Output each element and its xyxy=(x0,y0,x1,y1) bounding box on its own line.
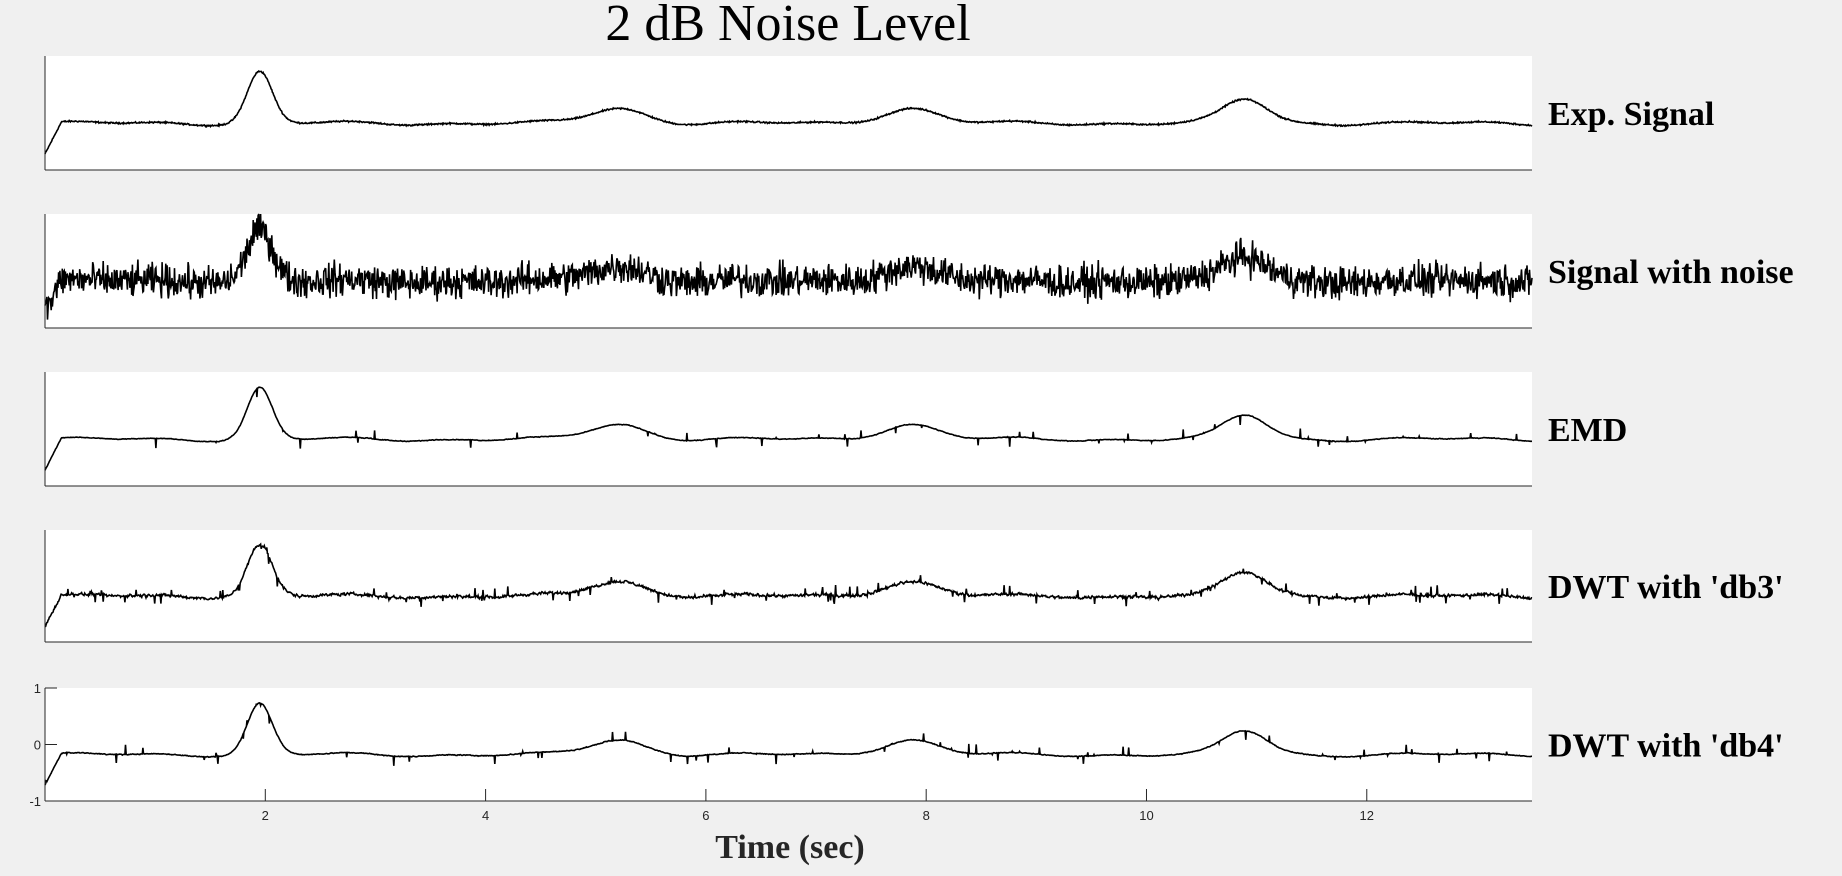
panel-3: EMD xyxy=(44,372,1627,487)
panel-label: Signal with noise xyxy=(1548,254,1794,291)
x-axis: 2 4 6 8 10 12 xyxy=(262,789,1374,823)
series-line xyxy=(44,542,1533,628)
x-tick-label: 6 xyxy=(702,808,709,823)
x-tick-label: 8 xyxy=(923,808,930,823)
chart-title: 2 dB Noise Level xyxy=(605,0,970,52)
series-line xyxy=(44,702,1532,786)
plot-area xyxy=(45,530,1532,642)
y-tick-label: -1 xyxy=(29,794,41,809)
series-line xyxy=(44,386,1532,471)
panel-1: Exp. Signal xyxy=(44,56,1714,171)
plot-area xyxy=(45,688,1532,801)
panel-label: EMD xyxy=(1548,412,1627,449)
plot-area xyxy=(45,56,1532,170)
panel-5: 1 0 -1 DWT with 'db4' xyxy=(29,681,1783,809)
panel-2: Signal with noise xyxy=(44,213,1794,329)
panel-label: DWT with 'db3' xyxy=(1548,569,1784,606)
plot-area xyxy=(45,214,1532,328)
series-line xyxy=(44,213,1533,320)
panel-4: DWT with 'db3' xyxy=(44,530,1784,643)
x-tick-label: 2 xyxy=(262,808,269,823)
series-line xyxy=(44,69,1533,155)
y-tick-label: 1 xyxy=(34,681,41,696)
x-tick-label: 4 xyxy=(482,808,489,823)
x-tick-label: 12 xyxy=(1360,808,1374,823)
panel-label: DWT with 'db4' xyxy=(1548,728,1784,765)
x-axis-label: Time (sec) xyxy=(715,829,864,866)
panels: Exp. Signal Signal with noise EMD DWT with … xyxy=(29,56,1794,809)
x-tick-label: 10 xyxy=(1139,808,1153,823)
plot-area xyxy=(45,372,1532,486)
panel-label: Exp. Signal xyxy=(1548,96,1714,133)
y-tick-label: 0 xyxy=(34,738,41,753)
